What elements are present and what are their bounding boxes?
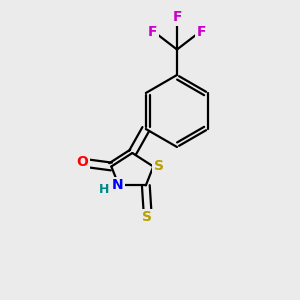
- Text: S: S: [142, 210, 152, 224]
- Text: H: H: [99, 183, 109, 196]
- Text: F: F: [147, 25, 157, 38]
- Text: O: O: [76, 155, 88, 169]
- Text: F: F: [172, 10, 182, 24]
- Text: S: S: [154, 160, 164, 173]
- Text: N: N: [112, 178, 123, 192]
- Text: F: F: [197, 25, 207, 38]
